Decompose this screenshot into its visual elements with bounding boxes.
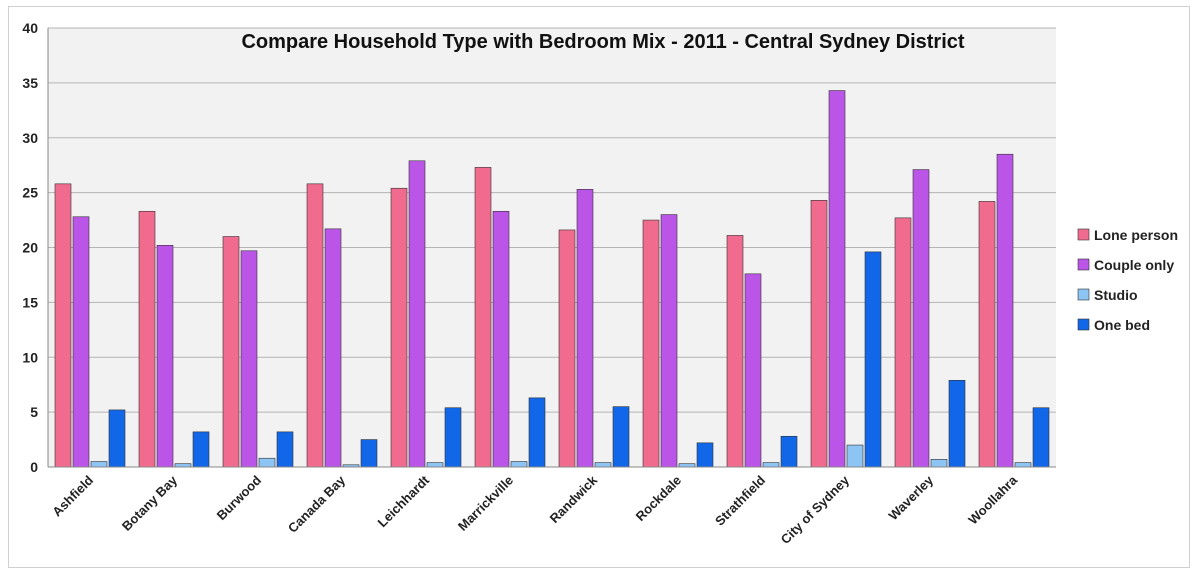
legend-swatch xyxy=(1077,318,1090,331)
bar-studio xyxy=(510,461,528,468)
x-tick-label: Marrickville xyxy=(455,473,516,534)
bar-lone-person xyxy=(978,201,996,468)
legend-label: One bed xyxy=(1094,317,1150,333)
bar-one-bed xyxy=(192,431,210,468)
bars xyxy=(54,90,1050,468)
y-tick-label: 30 xyxy=(22,130,38,146)
bar-one-bed xyxy=(612,406,630,468)
y-tick-label: 15 xyxy=(22,294,38,310)
bar-couple-only xyxy=(576,189,594,468)
bar-one-bed xyxy=(444,407,462,468)
y-tick-label: 35 xyxy=(22,75,38,91)
bar-lone-person xyxy=(642,219,660,468)
bar-couple-only xyxy=(660,214,678,468)
y-tick-label: 5 xyxy=(30,404,38,420)
bar-couple-only xyxy=(912,169,930,468)
bar-one-bed xyxy=(108,409,126,468)
bar-couple-only xyxy=(72,216,90,468)
bar-studio xyxy=(258,457,276,468)
bar-couple-only xyxy=(240,250,258,468)
x-tick-label: Leichhardt xyxy=(375,472,433,530)
legend-label: Studio xyxy=(1094,287,1138,303)
bar-lone-person xyxy=(894,217,912,468)
x-tick-label: Botany Bay xyxy=(119,472,181,534)
x-tick-label: Rockdale xyxy=(633,473,684,524)
x-tick-label: Woollahra xyxy=(965,472,1020,527)
bar-studio xyxy=(426,462,444,468)
bar-one-bed xyxy=(864,251,882,468)
x-tick-label: Randwick xyxy=(547,472,601,526)
x-tick-label: City of Sydney xyxy=(778,472,853,547)
bar-couple-only xyxy=(492,210,510,468)
bar-couple-only xyxy=(408,160,426,468)
bar-one-bed xyxy=(360,439,378,468)
bar-lone-person xyxy=(474,167,492,468)
axes xyxy=(47,28,1056,468)
bar-studio xyxy=(846,444,864,468)
bar-lone-person xyxy=(390,187,408,468)
y-tick-label: 25 xyxy=(22,185,38,201)
bar-one-bed xyxy=(696,442,714,468)
bar-studio xyxy=(762,462,780,468)
gridlines xyxy=(48,27,1056,413)
bar-studio xyxy=(594,462,612,468)
bar-lone-person xyxy=(138,210,156,468)
bar-one-bed xyxy=(528,397,546,468)
bar-lone-person xyxy=(222,236,240,468)
bar-lone-person xyxy=(306,183,324,468)
legend-swatch xyxy=(1077,228,1090,241)
bar-lone-person xyxy=(810,200,828,468)
legend: Lone person Couple only Studio One bed xyxy=(1077,227,1178,333)
x-tick-label: Burwood xyxy=(214,472,264,522)
bar-one-bed xyxy=(948,379,966,468)
y-tick-label: 10 xyxy=(22,349,38,365)
bar-couple-only xyxy=(156,245,174,468)
legend-label: Lone person xyxy=(1094,227,1178,243)
bar-couple-only xyxy=(744,273,762,468)
x-category-labels: Ashfield Botany Bay Burwood Canada Bay Leich… xyxy=(49,472,1020,547)
bar-lone-person xyxy=(558,229,576,468)
legend-swatch xyxy=(1077,258,1090,271)
y-tick-label: 0 xyxy=(30,459,38,475)
bar-couple-only xyxy=(828,90,846,468)
y-tick-label: 40 xyxy=(22,20,38,36)
bar-couple-only xyxy=(996,153,1014,468)
bar-studio xyxy=(90,461,108,468)
y-tick-labels: 0 5 10 15 20 25 30 35 40 xyxy=(22,20,38,475)
legend-label: Couple only xyxy=(1094,257,1174,273)
chart-title: Compare Household Type with Bedroom Mix … xyxy=(241,31,964,53)
x-tick-label: Canada Bay xyxy=(285,472,349,536)
bar-studio xyxy=(1014,462,1032,468)
legend-swatch xyxy=(1077,288,1090,301)
bar-lone-person xyxy=(726,235,744,468)
bar-couple-only xyxy=(324,228,342,468)
y-tick-label: 20 xyxy=(22,240,38,256)
x-tick-label: Strathfield xyxy=(712,472,768,528)
bar-lone-person xyxy=(54,183,72,468)
x-tick-label: Ashfield xyxy=(49,472,96,519)
bar-one-bed xyxy=(276,431,294,468)
bar-one-bed xyxy=(780,435,798,468)
x-tick-label: Waverley xyxy=(885,472,936,523)
bar-one-bed xyxy=(1032,407,1050,468)
bar-studio xyxy=(930,459,948,468)
